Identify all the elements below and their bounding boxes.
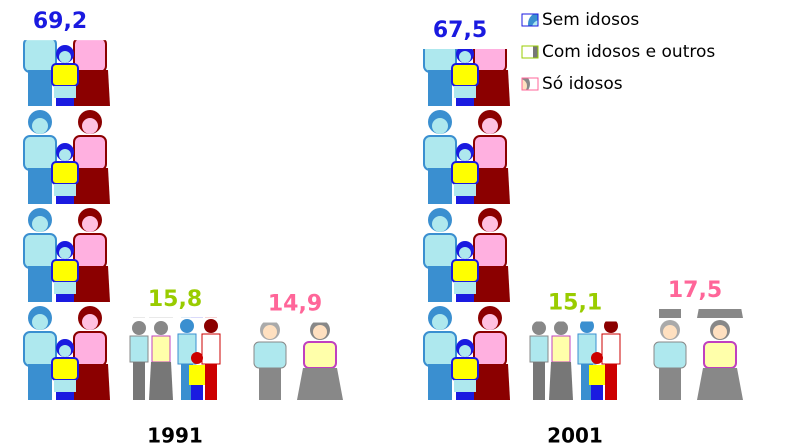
category-label: 2001 <box>547 424 603 448</box>
page: {"chart_data": {"type": "bar", "categori… <box>0 0 785 448</box>
pictogram-bar <box>525 321 625 400</box>
pictogram-bar <box>645 309 745 400</box>
pictogram-bar <box>245 323 345 400</box>
value-label: 69,2 <box>33 9 87 34</box>
value-label: 15,8 <box>148 287 202 312</box>
value-label: 67,5 <box>433 18 487 43</box>
legend-icon <box>522 78 538 90</box>
legend-icon <box>522 14 538 26</box>
pictogram-bar <box>410 49 510 400</box>
legend-icon <box>522 46 538 58</box>
pictogram-bar <box>10 40 110 400</box>
chart: 69,2 15,8 14,9 1991 67,5 15,1 17,5 2001 Sem idos… <box>0 0 785 448</box>
value-label: 17,5 <box>668 278 722 303</box>
legend-label: Com idosos e outros <box>542 42 715 62</box>
value-label: 14,9 <box>268 292 322 317</box>
value-label: 15,1 <box>548 290 602 315</box>
pictogram-bar <box>125 318 225 400</box>
category-label: 1991 <box>147 424 203 448</box>
legend-label: Sem idosos <box>542 10 639 30</box>
legend-label: Só idosos <box>542 74 623 94</box>
